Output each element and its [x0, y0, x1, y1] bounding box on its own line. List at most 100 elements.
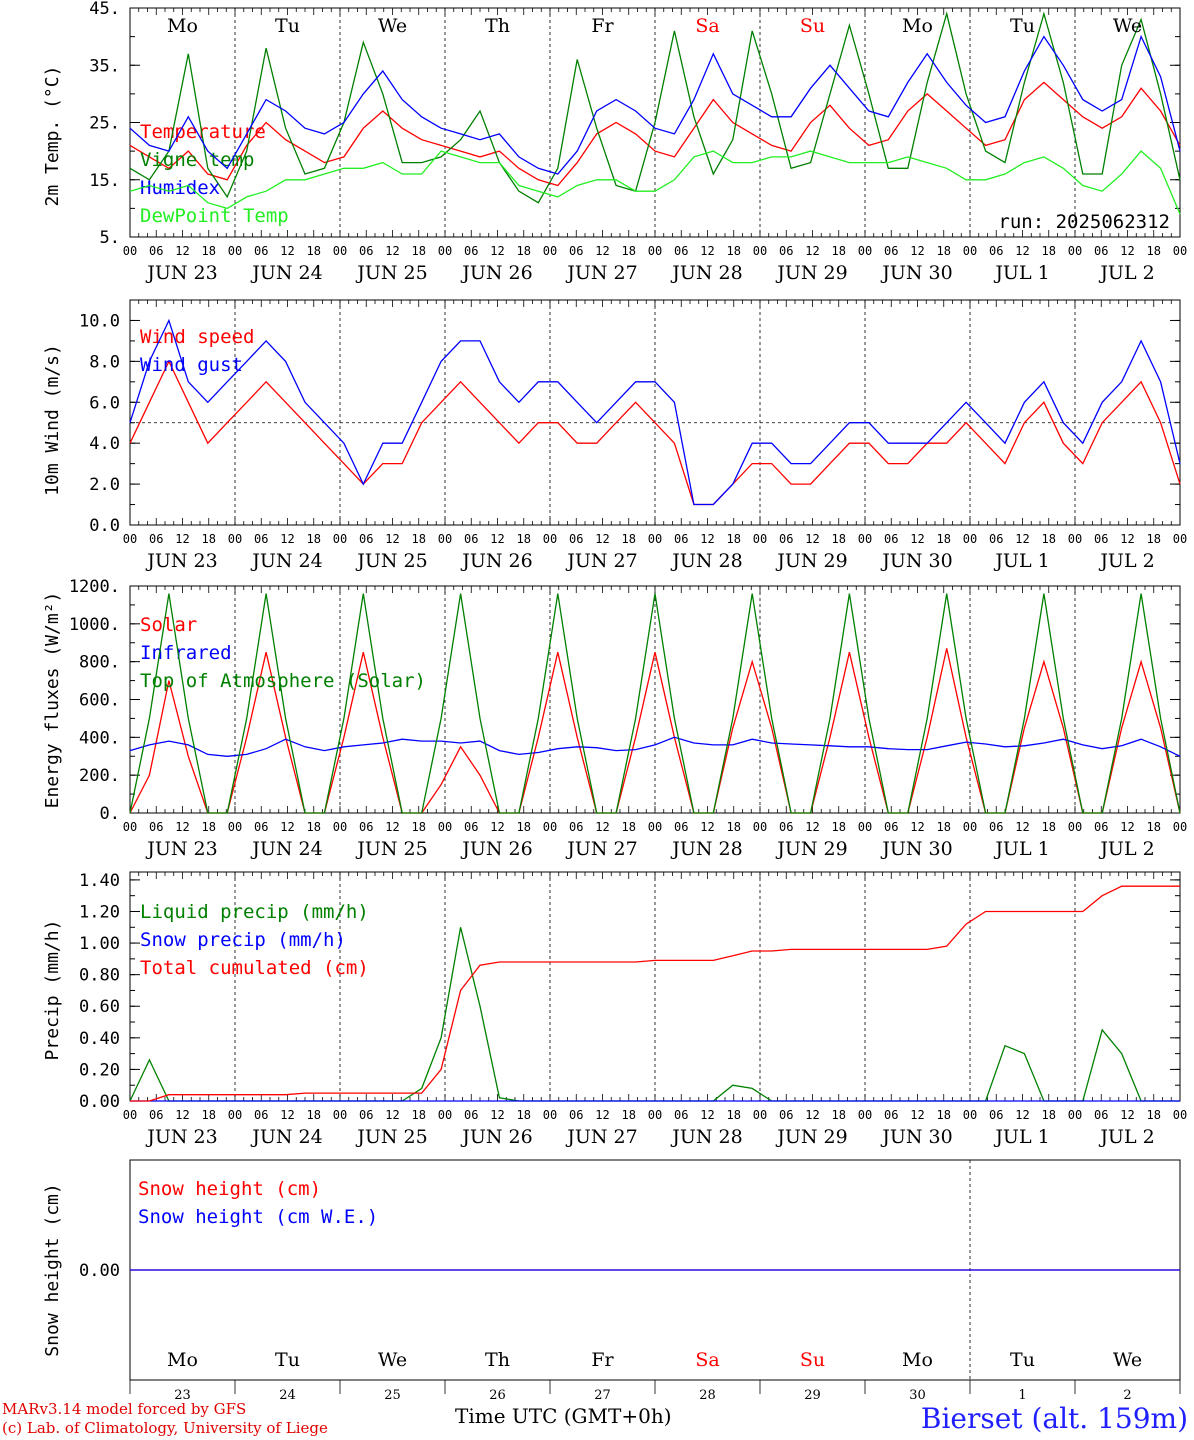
date-label: JUL 2: [1098, 838, 1154, 860]
date-label: JUN 28: [670, 1126, 742, 1148]
legend-entry: Snow height (cm W.E.): [138, 1206, 378, 1228]
legend-entry: Wind speed: [140, 326, 254, 348]
hour-tick-label: 00: [228, 1108, 242, 1122]
hour-tick-label: 06: [359, 820, 373, 834]
hour-tick-label: 06: [254, 532, 268, 546]
series-line-humidex: [129, 34, 1181, 175]
date-label: JUN 29: [775, 838, 847, 860]
day-number-label: 2: [1123, 1388, 1131, 1403]
day-number-label: 28: [699, 1388, 716, 1403]
weekday-label: Tu: [275, 15, 300, 37]
hour-tick-label: 18: [832, 820, 846, 834]
hour-tick-label: 12: [700, 1108, 714, 1122]
hour-tick-label: 06: [359, 244, 373, 258]
weekday-label: Su: [800, 1349, 825, 1371]
hour-tick-label: 12: [175, 532, 189, 546]
hour-tick-label: 06: [779, 820, 793, 834]
weekday-label: Mo: [902, 15, 933, 37]
hour-tick-label: 12: [910, 1108, 924, 1122]
date-label: JUN 25: [355, 262, 427, 284]
hour-tick-label: 12: [175, 820, 189, 834]
hour-tick-label: 12: [595, 244, 609, 258]
hour-tick-label: 18: [1147, 820, 1161, 834]
hour-tick-label: 06: [1094, 244, 1108, 258]
y-tick-label: 10.0: [79, 311, 120, 331]
run-annotation: run: 2025062312: [998, 211, 1170, 233]
hour-tick-label: 12: [910, 532, 924, 546]
hour-tick-label: 00: [1068, 244, 1082, 258]
hour-tick-label: 18: [307, 532, 321, 546]
date-label: JUN 27: [565, 262, 637, 284]
hour-tick-label: 12: [1015, 820, 1029, 834]
date-label: JUN 27: [565, 838, 637, 860]
date-label: JUN 24: [250, 838, 322, 860]
hour-tick-label: 12: [1120, 1108, 1134, 1122]
day-number-label: 27: [594, 1388, 611, 1403]
legend-entry: Snow precip (mm/h): [140, 929, 346, 951]
hour-tick-label: 12: [595, 532, 609, 546]
weekday-label: Sa: [695, 15, 719, 37]
hour-tick-label: 06: [569, 244, 583, 258]
weekday-label: Th: [485, 15, 510, 37]
legend-entry: Vigne temp: [140, 149, 254, 171]
hour-tick-label: 12: [805, 1108, 819, 1122]
hour-tick-label: 12: [490, 1108, 504, 1122]
series-line-top-of-atmosphere-solar-: [129, 593, 1181, 814]
hour-tick-label: 00: [543, 1108, 557, 1122]
hour-tick-label: 18: [727, 820, 741, 834]
hour-tick-label: 12: [700, 244, 714, 258]
hour-tick-label: 06: [149, 532, 163, 546]
hour-tick-label: 00: [648, 244, 662, 258]
legend-entry: DewPoint Temp: [140, 205, 289, 227]
hour-tick-label: 18: [412, 244, 426, 258]
y-tick-label: 800.: [79, 653, 120, 673]
hour-tick-label: 06: [989, 532, 1003, 546]
hour-tick-label: 06: [149, 244, 163, 258]
hour-tick-label: 06: [674, 532, 688, 546]
y-tick-label: 0.20: [79, 1060, 120, 1080]
y-tick-label: 15.: [89, 171, 120, 191]
hour-tick-label: 00: [648, 532, 662, 546]
y-axis-label: 2m Temp. (°C): [42, 66, 63, 207]
hour-tick-label: 00: [1068, 532, 1082, 546]
hour-tick-label: 18: [937, 244, 951, 258]
hour-tick-label: 18: [832, 1108, 846, 1122]
y-tick-label: 0.40: [79, 1029, 120, 1049]
hour-tick-label: 12: [280, 244, 294, 258]
day-number-label: 29: [804, 1388, 821, 1403]
hour-tick-label: 06: [884, 532, 898, 546]
weekday-label: We: [378, 1349, 407, 1371]
hour-tick-label: 12: [595, 1108, 609, 1122]
hour-tick-label: 06: [1094, 1108, 1108, 1122]
hour-tick-label: 12: [490, 244, 504, 258]
date-label: JUN 23: [145, 838, 217, 860]
series-line-wind-speed: [129, 359, 1181, 506]
series-line-temperature: [129, 81, 1181, 187]
hour-tick-label: 18: [622, 1108, 636, 1122]
weekday-label: Mo: [902, 1349, 933, 1371]
legend-entry: Liquid precip (mm/h): [140, 901, 369, 923]
hour-tick-label: 06: [1094, 532, 1108, 546]
hour-tick-label: 06: [464, 1108, 478, 1122]
hour-tick-label: 00: [123, 820, 137, 834]
hour-tick-label: 00: [858, 1108, 872, 1122]
weekday-label: Tu: [1010, 15, 1035, 37]
date-label: JUN 26: [460, 838, 532, 860]
hour-tick-label: 12: [1120, 532, 1134, 546]
y-tick-label: 6.0: [89, 393, 120, 413]
hour-tick-label: 18: [307, 244, 321, 258]
date-label: JUN 27: [565, 1126, 637, 1148]
y-tick-label: 8.0: [89, 352, 120, 372]
hour-tick-label: 12: [1015, 1108, 1029, 1122]
series-line-wind-gust: [129, 318, 1181, 506]
date-label: JUN 29: [775, 1126, 847, 1148]
y-tick-label: 5.: [100, 228, 120, 248]
legend-entry: Infrared: [140, 642, 232, 664]
date-label: JUL 2: [1098, 550, 1154, 572]
y-tick-label: 400.: [79, 728, 120, 748]
date-label: JUN 23: [145, 1126, 217, 1148]
date-label: JUN 23: [145, 550, 217, 572]
hour-tick-label: 00: [963, 244, 977, 258]
hour-tick-label: 00: [228, 532, 242, 546]
y-tick-label: 0.0: [89, 516, 120, 536]
